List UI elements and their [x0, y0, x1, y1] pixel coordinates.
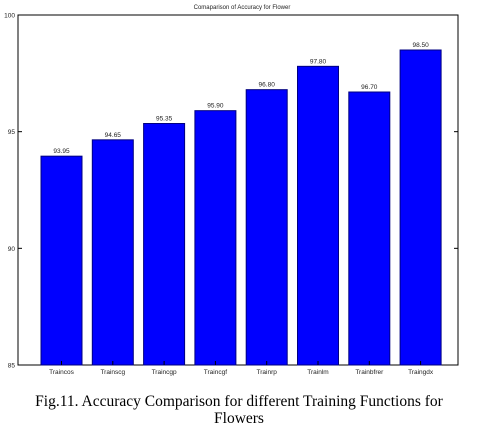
x-tick-label: Traincgf [204, 369, 227, 376]
x-axis: Traincos Trainscg Traincgp Traincgf Trainrp T… [49, 361, 434, 376]
x-tick-label: Traincos [49, 369, 74, 376]
x-tick-label: Trainbfrer [355, 369, 384, 376]
bar-traingdx [399, 49, 442, 366]
bar-value-label: 96.70 [361, 84, 378, 91]
y-axis: 85 90 95 100 [4, 13, 458, 370]
x-tick-label: Trainlm [307, 369, 328, 376]
bar-trainbfrer [348, 91, 391, 366]
chart-title: Comaparison of Accuracy for Flower [194, 5, 291, 11]
caption-line-2: Flowers [214, 410, 264, 427]
bar-value-label: 98.50 [412, 42, 429, 49]
bar-value-label: 94.65 [105, 132, 122, 139]
caption-line-1: Fig.11. Accuracy Comparison for differen… [35, 393, 443, 410]
figure-caption: Fig.11. Accuracy Comparison for differen… [0, 393, 478, 427]
bar-trainrp [245, 89, 288, 366]
y-tick-label: 100 [4, 13, 15, 20]
x-tick-label: Trainrp [257, 369, 278, 376]
bar-value-label: 97.80 [310, 58, 327, 65]
y-tick-label: 90 [8, 246, 16, 253]
bar-trainscg [91, 139, 134, 366]
bar-trainlm [297, 65, 339, 366]
bar-value-label: 95.90 [207, 103, 224, 110]
bar-traincos [40, 155, 83, 366]
bar-value-label: 93.95 [53, 148, 70, 155]
bars [40, 49, 442, 366]
data-labels: 93.95 94.65 95.35 95.90 96.80 97.80 96.70 98.50 [53, 42, 429, 155]
accuracy-bar-chart: Comaparison of Accuracy for Flower 85 90 9… [4, 5, 459, 376]
y-tick-label: 85 [8, 363, 16, 370]
bar-value-label: 96.80 [259, 82, 276, 89]
bar-traincgf [194, 110, 237, 366]
bar-traincgp [143, 123, 186, 366]
y-tick-label: 95 [8, 129, 16, 136]
x-tick-label: Traingdx [408, 369, 434, 376]
bar-value-label: 95.35 [156, 116, 173, 123]
x-tick-label: Traincgp [152, 369, 177, 376]
plot-area [17, 14, 459, 366]
x-tick-label: Trainscg [100, 369, 125, 376]
